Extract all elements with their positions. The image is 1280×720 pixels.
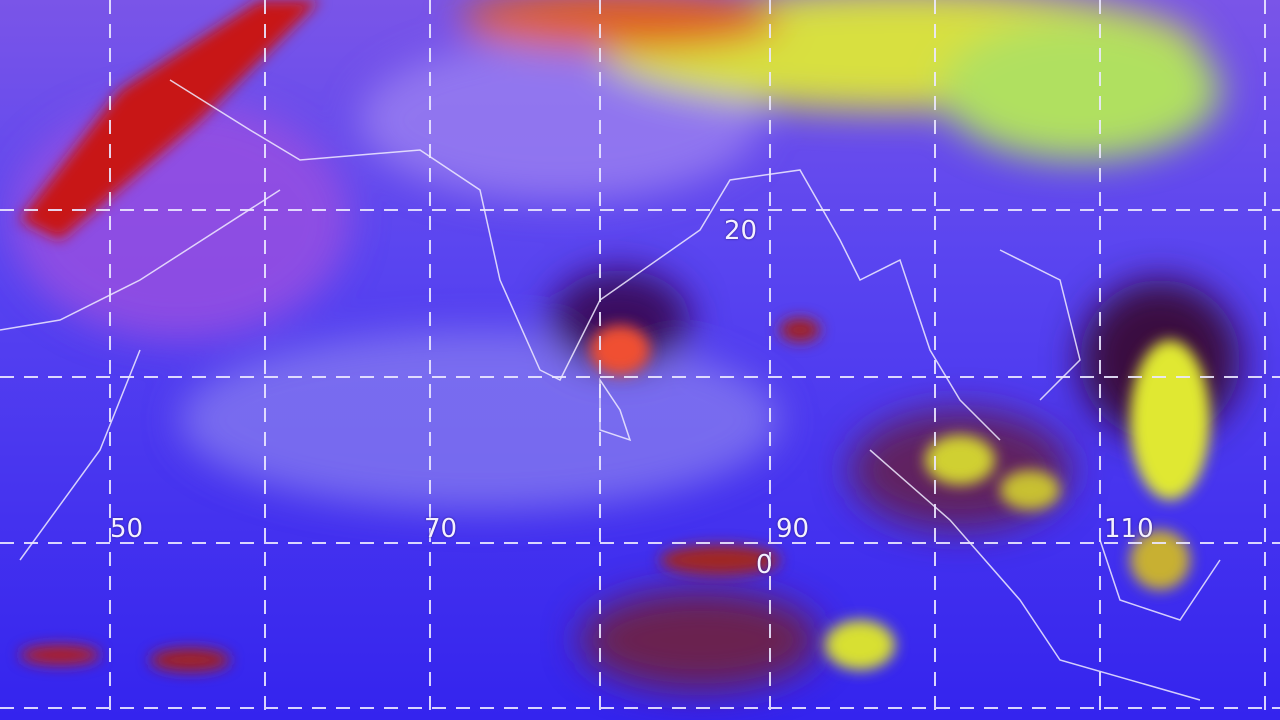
- storm-cells: [20, 0, 1210, 672]
- grid-label-lon-90: 90: [776, 514, 810, 544]
- coastlines: [0, 79, 1221, 701]
- grid-label-lon-110: 110: [1104, 514, 1154, 544]
- grid-label-lon-50: 50: [110, 514, 144, 544]
- grid-label-lon-70: 70: [424, 514, 458, 544]
- grid-label-lat-20: 20: [724, 216, 758, 246]
- grid-label-lat-0: 0: [756, 550, 773, 580]
